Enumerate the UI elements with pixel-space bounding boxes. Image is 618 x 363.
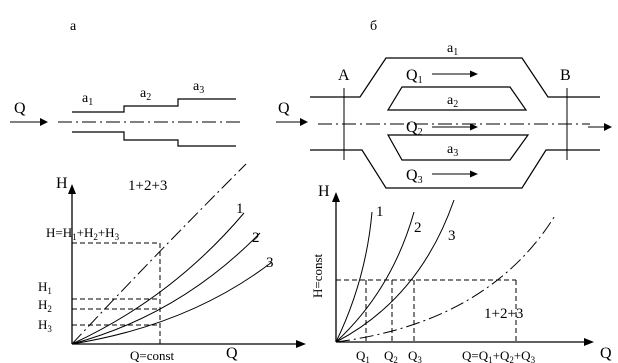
head-1-label: H1: [38, 279, 52, 296]
panel-b-flow-label: Q: [278, 100, 290, 117]
curve-b-sum-label: 1+2+3: [484, 306, 523, 322]
branch-flow-3-arrow: [432, 170, 478, 178]
segment-a3-label: a3: [193, 79, 204, 96]
curve-3-label: 3: [266, 255, 274, 271]
branch-a3-label: a3: [447, 142, 458, 159]
panel-a-flow-arrow: [10, 118, 48, 126]
head-3-label: H3: [38, 317, 52, 334]
node-a-label: A: [338, 67, 350, 84]
branch-flow-2-label: Q2: [406, 119, 423, 138]
graph-a: H Q 1 2 3 1+2+3 H=H1+H2+H3 H1 H2 H3 Q=co…: [38, 163, 306, 363]
curve-1-label: 1: [236, 201, 244, 217]
graph-b-xlabel: Q: [600, 345, 612, 362]
segment-a2-label: a2: [140, 86, 151, 103]
curve-b-1-label: 1: [376, 204, 384, 220]
graph-a-ylabel: H: [56, 175, 68, 192]
branch-a1-label: a1: [447, 41, 458, 58]
curve-b-1: [335, 211, 373, 343]
curve-b-3: [335, 199, 455, 343]
panel-a-label: а: [70, 19, 77, 34]
panel-b-flow-arrow-out: [588, 123, 612, 131]
curve-b-3-label: 3: [448, 228, 456, 244]
panel-a: а Q a1 a2 a3 H Q: [10, 19, 306, 363]
q2-tick-label: Q2: [384, 348, 398, 363]
curve-2-label: 2: [252, 230, 260, 246]
branch-flow-3-label: Q3: [406, 167, 423, 186]
head-2-label: H2: [38, 297, 52, 314]
series-pipe: [58, 98, 244, 147]
panel-b: б Q A B a1 a: [276, 19, 612, 363]
panel-b-label: б: [370, 19, 377, 34]
q-const-label: Q=const: [130, 348, 175, 363]
curve-b-2-label: 2: [414, 220, 422, 236]
curve-sum: [71, 163, 247, 345]
panel-a-flow-label: Q: [14, 100, 26, 117]
curve-b-sum: [335, 213, 557, 343]
branch-flow-1-label: Q1: [406, 67, 423, 86]
node-b-label: B: [560, 67, 571, 84]
q-total-label: Q=Q1+Q2+Q3: [462, 348, 536, 363]
graph-a-xlabel: Q: [226, 345, 238, 362]
branch-a2-label: a2: [447, 93, 458, 110]
q3-tick-label: Q3: [408, 348, 422, 363]
q1-tick-label: Q1: [356, 348, 370, 363]
branch-flow-1-arrow: [432, 70, 478, 78]
graph-b-ylabel: H: [318, 183, 330, 200]
branch-flow-2-arrow: [432, 123, 478, 131]
segment-a1-label: a1: [82, 91, 93, 108]
graph-b: H Q H=const 1 2 3 1+2+3 Q1 Q2 Q3 Q=Q1+Q2…: [310, 183, 612, 363]
curve-b-2: [335, 211, 415, 343]
parallel-pipe-network: [310, 57, 600, 189]
curve-2: [71, 232, 261, 345]
panel-b-flow-arrow-in: [276, 118, 308, 126]
total-head-label: H=H1+H2+H3: [46, 225, 120, 242]
curve-1: [71, 212, 245, 345]
sum-curve-label: 1+2+3: [128, 178, 167, 194]
curve-3: [71, 261, 273, 345]
h-const-label: H=const: [310, 253, 325, 298]
